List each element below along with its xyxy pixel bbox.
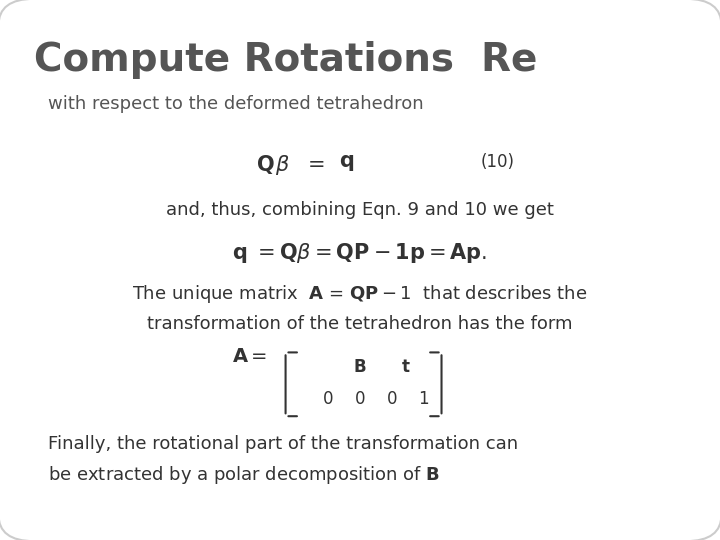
Text: $\mathbf{Q}$: $\mathbf{Q}$ (256, 153, 275, 176)
Text: 0: 0 (355, 390, 365, 408)
Text: and, thus, combining Eqn. 9 and 10 we get: and, thus, combining Eqn. 9 and 10 we ge… (166, 201, 554, 219)
Text: $\beta$: $\beta$ (275, 153, 289, 177)
Text: 0: 0 (323, 390, 333, 408)
Text: be extracted by a polar decomposition of $\mathbf{B}$: be extracted by a polar decomposition of… (48, 464, 440, 486)
Text: (10): (10) (480, 153, 515, 171)
Text: 0: 0 (387, 390, 397, 408)
Text: with respect to the deformed tetrahedron: with respect to the deformed tetrahedron (48, 94, 424, 112)
Text: 1: 1 (418, 390, 429, 408)
Text: $=$: $=$ (303, 153, 325, 173)
Text: $\mathbf{t}$: $\mathbf{t}$ (401, 357, 411, 376)
Text: Finally, the rotational part of the transformation can: Finally, the rotational part of the tran… (48, 435, 518, 453)
Text: $\mathbf{A} =$: $\mathbf{A} =$ (233, 347, 268, 366)
Text: The unique matrix  $\mathbf{A}$ = $\mathbf{QP}-1$  that describes the: The unique matrix $\mathbf{A}$ = $\mathb… (132, 284, 588, 305)
Text: $\mathbf{q}$: $\mathbf{q}$ (338, 153, 354, 173)
Text: transformation of the tetrahedron has the form: transformation of the tetrahedron has th… (148, 315, 572, 333)
Text: $\mathbf{B}$: $\mathbf{B}$ (354, 357, 366, 376)
Text: Compute Rotations  Re: Compute Rotations Re (34, 42, 537, 79)
Text: $\mathbf{q}$ $= \mathbf{Q}\beta = \mathbf{QP}-\mathbf{1p} = \mathbf{Ap}.$: $\mathbf{q}$ $= \mathbf{Q}\beta = \mathb… (233, 241, 487, 265)
